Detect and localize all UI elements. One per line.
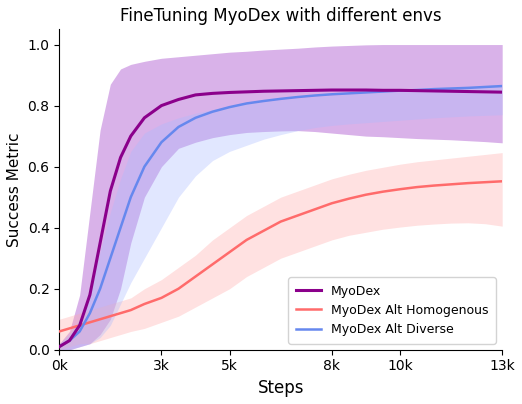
MyoDex Alt Diverse bbox=[397, 88, 403, 93]
MyoDex bbox=[175, 97, 182, 102]
MyoDex Alt Diverse bbox=[431, 87, 437, 92]
MyoDex bbox=[346, 88, 352, 93]
MyoDex Alt Diverse bbox=[278, 97, 284, 101]
MyoDex Alt Diverse bbox=[97, 286, 103, 291]
MyoDex Alt Homogenous bbox=[414, 185, 420, 189]
Y-axis label: Success Metric: Success Metric bbox=[7, 132, 22, 247]
MyoDex bbox=[66, 338, 73, 343]
MyoDex bbox=[363, 88, 369, 93]
MyoDex Alt Homogenous bbox=[227, 250, 233, 255]
MyoDex bbox=[499, 90, 505, 95]
Line: MyoDex: MyoDex bbox=[59, 90, 502, 347]
MyoDex bbox=[193, 93, 199, 97]
MyoDex bbox=[141, 116, 148, 120]
MyoDex Alt Diverse bbox=[312, 93, 318, 98]
MyoDex Alt Homogenous bbox=[209, 262, 216, 267]
MyoDex Alt Diverse bbox=[56, 344, 62, 349]
X-axis label: Steps: Steps bbox=[257, 379, 304, 397]
MyoDex Alt Homogenous bbox=[278, 219, 284, 224]
MyoDex Alt Diverse bbox=[414, 88, 420, 93]
MyoDex Alt Homogenous bbox=[482, 180, 488, 185]
MyoDex Alt Homogenous bbox=[465, 181, 471, 185]
MyoDex bbox=[77, 323, 83, 328]
MyoDex Alt Diverse bbox=[346, 91, 352, 96]
MyoDex Alt Diverse bbox=[158, 140, 164, 145]
MyoDex bbox=[414, 88, 420, 93]
MyoDex Alt Diverse bbox=[193, 116, 199, 120]
MyoDex Alt Homogenous bbox=[346, 196, 352, 201]
MyoDex Alt Diverse bbox=[128, 195, 134, 200]
MyoDex Alt Homogenous bbox=[260, 228, 267, 233]
MyoDex Alt Homogenous bbox=[56, 329, 62, 334]
MyoDex Alt Diverse bbox=[448, 86, 454, 91]
MyoDex Alt Homogenous bbox=[363, 192, 369, 197]
MyoDex bbox=[227, 90, 233, 95]
MyoDex Alt Homogenous bbox=[141, 301, 148, 306]
MyoDex Alt Diverse bbox=[227, 105, 233, 109]
MyoDex Alt Diverse bbox=[141, 164, 148, 169]
MyoDex Alt Homogenous bbox=[66, 326, 73, 331]
MyoDex Alt Diverse bbox=[363, 90, 369, 95]
MyoDex bbox=[117, 155, 124, 160]
MyoDex Alt Diverse bbox=[175, 124, 182, 129]
MyoDex Alt Diverse bbox=[329, 92, 335, 97]
MyoDex Alt Diverse bbox=[87, 311, 93, 316]
MyoDex bbox=[380, 88, 386, 93]
MyoDex Alt Homogenous bbox=[294, 213, 301, 218]
MyoDex Alt Diverse bbox=[294, 95, 301, 99]
MyoDex Alt Diverse bbox=[260, 99, 267, 103]
MyoDex bbox=[56, 344, 62, 349]
MyoDex bbox=[158, 103, 164, 108]
MyoDex Alt Homogenous bbox=[77, 323, 83, 328]
MyoDex Alt Homogenous bbox=[380, 189, 386, 194]
MyoDex Alt Homogenous bbox=[448, 182, 454, 187]
MyoDex Alt Diverse bbox=[107, 256, 113, 261]
MyoDex Alt Homogenous bbox=[397, 187, 403, 191]
MyoDex Alt Diverse bbox=[243, 101, 250, 106]
MyoDex bbox=[278, 88, 284, 93]
MyoDex Alt Homogenous bbox=[193, 274, 199, 279]
MyoDex bbox=[448, 89, 454, 94]
MyoDex Alt Diverse bbox=[209, 109, 216, 114]
MyoDex Alt Homogenous bbox=[87, 320, 93, 325]
MyoDex bbox=[260, 89, 267, 94]
MyoDex Alt Homogenous bbox=[128, 308, 134, 313]
MyoDex bbox=[97, 240, 103, 245]
MyoDex bbox=[294, 88, 301, 93]
Line: MyoDex Alt Homogenous: MyoDex Alt Homogenous bbox=[59, 181, 502, 331]
MyoDex Alt Homogenous bbox=[175, 286, 182, 291]
MyoDex bbox=[209, 91, 216, 96]
MyoDex bbox=[243, 89, 250, 94]
MyoDex Alt Diverse bbox=[380, 89, 386, 94]
MyoDex bbox=[465, 89, 471, 94]
MyoDex Alt Homogenous bbox=[499, 179, 505, 184]
Legend: MyoDex, MyoDex Alt Homogenous, MyoDex Alt Diverse: MyoDex, MyoDex Alt Homogenous, MyoDex Al… bbox=[289, 277, 496, 343]
MyoDex Alt Diverse bbox=[66, 338, 73, 343]
Line: MyoDex Alt Diverse: MyoDex Alt Diverse bbox=[59, 86, 502, 347]
MyoDex Alt Diverse bbox=[482, 84, 488, 89]
MyoDex bbox=[397, 88, 403, 93]
MyoDex Alt Homogenous bbox=[107, 314, 113, 319]
MyoDex Alt Homogenous bbox=[329, 201, 335, 206]
MyoDex bbox=[482, 89, 488, 94]
MyoDex Alt Diverse bbox=[117, 225, 124, 230]
MyoDex bbox=[312, 88, 318, 93]
MyoDex bbox=[431, 88, 437, 93]
MyoDex bbox=[329, 88, 335, 93]
MyoDex Alt Homogenous bbox=[117, 311, 124, 316]
MyoDex Alt Diverse bbox=[77, 329, 83, 334]
MyoDex bbox=[87, 292, 93, 297]
MyoDex Alt Homogenous bbox=[312, 207, 318, 212]
MyoDex Alt Homogenous bbox=[158, 295, 164, 300]
MyoDex bbox=[107, 189, 113, 194]
MyoDex Alt Homogenous bbox=[97, 317, 103, 322]
MyoDex Alt Diverse bbox=[465, 86, 471, 90]
MyoDex Alt Homogenous bbox=[431, 183, 437, 188]
MyoDex Alt Homogenous bbox=[243, 238, 250, 242]
Title: FineTuning MyoDex with different envs: FineTuning MyoDex with different envs bbox=[120, 7, 442, 25]
MyoDex Alt Diverse bbox=[499, 84, 505, 88]
MyoDex bbox=[128, 134, 134, 139]
